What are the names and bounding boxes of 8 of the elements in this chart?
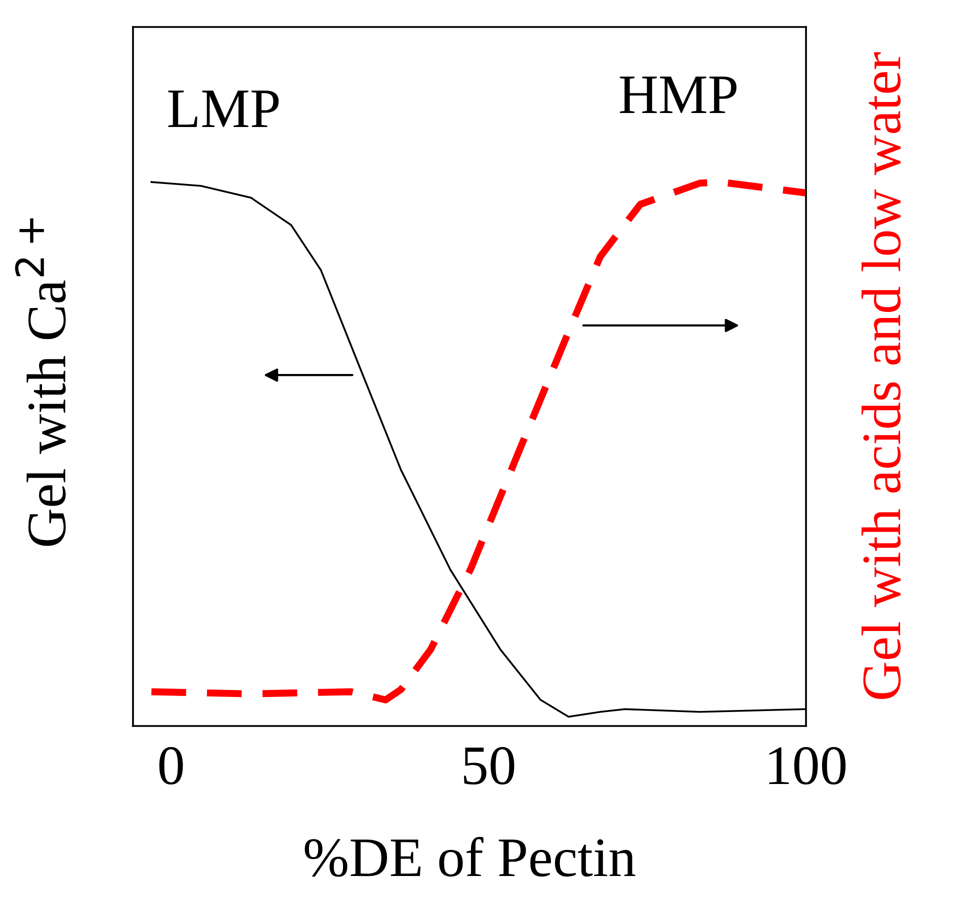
x-tick-label: 50 — [464, 747, 514, 785]
x-tick-label: 100 — [769, 747, 846, 785]
x-axis-title: %DE of Pectin — [304, 836, 636, 877]
text: LMP — [168, 90, 279, 128]
y2-axis-title: Gel with acids and low water — [862, 52, 901, 699]
y-axis-title: Gel with Ca$^{2+}$ — [15, 218, 66, 546]
x-tick-label: 0 — [159, 747, 183, 785]
text: HMP — [620, 76, 736, 114]
